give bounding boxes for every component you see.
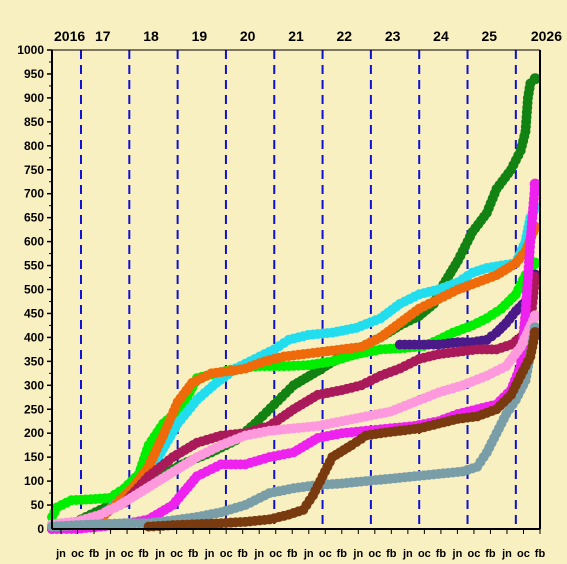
data-point (529, 73, 541, 85)
year-labels: 2016 17 18 19 20 21 22 23 24 25 2026 (54, 28, 562, 44)
year-label: 2026 (531, 28, 562, 44)
year-label: 23 (385, 28, 401, 44)
y-tick-label: 400 (24, 330, 44, 344)
month-label: oc (368, 548, 381, 560)
data-point (529, 178, 541, 190)
year-boundary-lines (79, 50, 517, 529)
y-tick-label: 300 (24, 378, 44, 392)
y-tick-label: 200 (24, 426, 44, 440)
y-tick-label: 750 (24, 163, 44, 177)
month-label: jn (105, 548, 116, 560)
series-8 (47, 310, 541, 530)
y-tick-label: 50 (31, 498, 45, 512)
y-tick-label: 1000 (17, 43, 44, 57)
y-tick-label: 650 (24, 211, 44, 225)
year-label: 24 (433, 28, 449, 44)
y-tick-label: 900 (24, 91, 44, 105)
data-point (529, 327, 541, 339)
y-tick-label: 250 (24, 402, 44, 416)
axes (51, 49, 541, 530)
month-label: fb (535, 548, 546, 560)
year-label: 25 (481, 28, 497, 44)
month-label: fb (188, 548, 199, 560)
month-label: fb (337, 548, 348, 560)
month-label: fb (237, 548, 248, 560)
month-label: jn (204, 548, 215, 560)
month-label: oc (269, 548, 282, 560)
month-label: fb (386, 548, 397, 560)
y-tick-label: 350 (24, 354, 44, 368)
month-labels: jn oc fb jn oc fb jn oc fb jn oc fb jn oc fb jn oc fb jn oc… (55, 529, 545, 560)
month-label: oc (517, 548, 530, 560)
month-label: fb (436, 548, 447, 560)
month-label: oc (319, 548, 332, 560)
year-label: 18 (143, 28, 159, 44)
y-tick-label: 950 (24, 67, 44, 81)
month-label: jn (501, 548, 512, 560)
month-label: fb (138, 548, 149, 560)
y-tick-label: 150 (24, 450, 44, 464)
year-label: 21 (288, 28, 304, 44)
year-label: 22 (337, 28, 353, 44)
y-tick-label: 800 (24, 139, 44, 153)
month-label: fb (485, 548, 496, 560)
year-label: 17 (95, 28, 111, 44)
data-point (529, 310, 541, 322)
month-label: oc (220, 548, 233, 560)
month-label: oc (170, 548, 183, 560)
month-label: oc (418, 548, 431, 560)
month-label: jn (402, 548, 413, 560)
y-tick-label: 700 (24, 187, 44, 201)
month-label: fb (89, 548, 100, 560)
month-label: fb (287, 548, 298, 560)
month-label: jn (452, 548, 463, 560)
y-tick-label: 600 (24, 235, 44, 249)
y-tick-label: 450 (24, 306, 44, 320)
y-tick-label: 100 (24, 474, 44, 488)
y-tick-label: 850 (24, 115, 44, 129)
y-axis: 0 50 100 150 200 250 300 350 400 450 500 550 600 650 7… (17, 43, 52, 536)
year-label: 2016 (54, 28, 85, 44)
month-label: oc (121, 548, 134, 560)
month-label: jn (55, 548, 66, 560)
month-label: jn (253, 548, 264, 560)
month-label: oc (468, 548, 481, 560)
year-label: 19 (192, 28, 208, 44)
month-label: jn (303, 548, 314, 560)
month-label: jn (154, 548, 165, 560)
y-tick-label: 0 (37, 522, 44, 536)
month-label: jn (352, 548, 363, 560)
y-tick-label: 500 (24, 283, 44, 297)
y-tick-label: 550 (24, 259, 44, 273)
month-label: oc (71, 548, 84, 560)
year-label: 20 (240, 28, 256, 44)
series-layer (47, 73, 541, 534)
